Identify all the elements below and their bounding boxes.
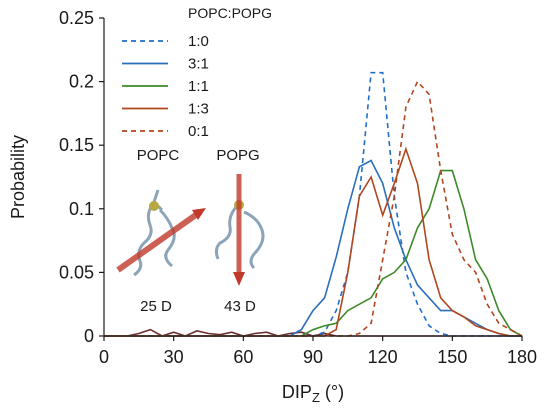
- x-tick-label: 120: [368, 347, 398, 367]
- series-line-background: [104, 328, 522, 337]
- y-ticks: 0 0.05 0.1 0.15 0.2 0.25: [59, 8, 104, 346]
- x-axis-title: DIPZ (°): [282, 382, 344, 405]
- y-tick-label: 0.05: [59, 262, 94, 282]
- y-tick-label: 0.2: [69, 72, 94, 92]
- x-axis-title-main: DIP: [282, 382, 312, 402]
- x-tick-label: 180: [507, 347, 537, 367]
- series-line-1-0: [104, 71, 522, 337]
- x-tick-label: 0: [99, 347, 109, 367]
- legend-title: POPC:POPG: [188, 5, 272, 21]
- legend-label: 1:3: [188, 101, 209, 118]
- popc-dipole-label: 25 D: [140, 298, 172, 315]
- popc-label: POPC: [137, 147, 180, 164]
- popg-molecule-illustration: [214, 174, 265, 286]
- x-tick-label: 30: [164, 347, 184, 367]
- popg-dipole-label: 43 D: [224, 298, 256, 315]
- x-tick-label: 60: [233, 347, 253, 367]
- legend-label: 1:1: [188, 78, 209, 95]
- legend-label: 3:1: [188, 56, 209, 73]
- popc-molecule-illustration: [116, 189, 206, 277]
- x-tick-label: 150: [437, 347, 467, 367]
- y-tick-label: 0.25: [59, 8, 94, 28]
- legend-label: 1:0: [188, 33, 209, 50]
- x-ticks: 0 30 60 90 120 150 180: [99, 336, 537, 367]
- legend-label: 0:1: [188, 123, 209, 140]
- popg-label: POPG: [216, 147, 259, 164]
- plot-lines: [104, 71, 523, 337]
- x-axis-title-sub: Z: [312, 390, 320, 405]
- x-tick-label: 90: [303, 347, 323, 367]
- y-tick-label: 0: [84, 326, 94, 346]
- legend: 1:0 3:1 1:1 1:3 0:1: [122, 33, 209, 140]
- x-axis-title-unit: (°): [320, 382, 344, 402]
- y-tick-label: 0.1: [69, 199, 94, 219]
- y-axis-title: Probability: [8, 135, 28, 219]
- y-tick-label: 0.15: [59, 135, 94, 155]
